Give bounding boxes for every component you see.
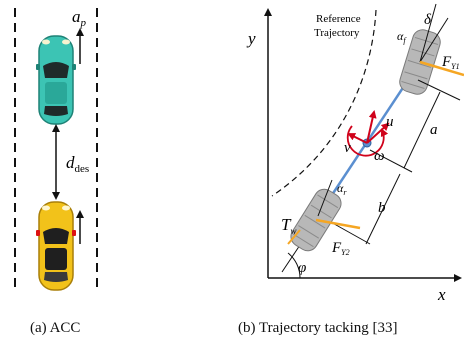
heading-angle-arc <box>287 252 301 279</box>
dim-b-label: b <box>378 200 386 216</box>
dim-a-label: a <box>430 122 438 138</box>
lateral-velocity-arrow <box>347 133 368 144</box>
dim-b-line <box>365 173 401 245</box>
front-lateral-force-arrow <box>419 60 464 77</box>
accel-label: ap <box>72 7 87 29</box>
rear-torque-tick <box>287 229 301 245</box>
caption-trajectory: (b) Trajectory tacking [33] <box>238 320 398 336</box>
reference-label-line1: Reference <box>316 13 361 25</box>
front-force-label: FY1 <box>441 54 460 71</box>
velocity-arrow <box>366 122 390 144</box>
heading-angle-label: φ <box>298 260 306 276</box>
front-slip-label: αf <box>397 29 407 45</box>
panel-trajectory: y x Reference Trajectory φ δ αf FY1 <box>246 3 464 304</box>
yaw-rate-label: ω <box>374 148 385 164</box>
reference-trajectory <box>271 9 377 197</box>
follow-car <box>36 201 76 291</box>
lead-car <box>36 35 76 125</box>
front-velocity-line <box>419 17 449 63</box>
lateral-velocity-label: v <box>344 140 351 156</box>
rear-slip-label: αr <box>337 181 347 197</box>
y-axis-label: y <box>246 29 256 48</box>
rear-lateral-force-arrow <box>315 218 361 230</box>
dim-a-tick-cg <box>369 149 413 173</box>
gap-label: ddes <box>66 153 89 175</box>
dim-a-tick-front <box>417 79 461 101</box>
wheel-torque-label: Tw <box>281 215 296 236</box>
rear-velocity-line <box>317 179 333 217</box>
panel-acc: ap ddes <box>14 7 98 292</box>
longitudinal-velocity-label: u <box>386 114 394 130</box>
rear-force-label: FY2 <box>331 240 350 257</box>
caption-acc: (a) ACC <box>30 320 81 336</box>
yaw-rate-arc <box>346 125 389 157</box>
reference-label-line2: Trajectory <box>314 27 360 39</box>
front-tire-heading-line <box>419 3 437 63</box>
dim-a-line <box>403 91 441 169</box>
x-axis-label: x <box>437 285 446 304</box>
longitudinal-velocity-arrow <box>366 110 377 144</box>
steer-angle-label: δ <box>424 12 432 28</box>
